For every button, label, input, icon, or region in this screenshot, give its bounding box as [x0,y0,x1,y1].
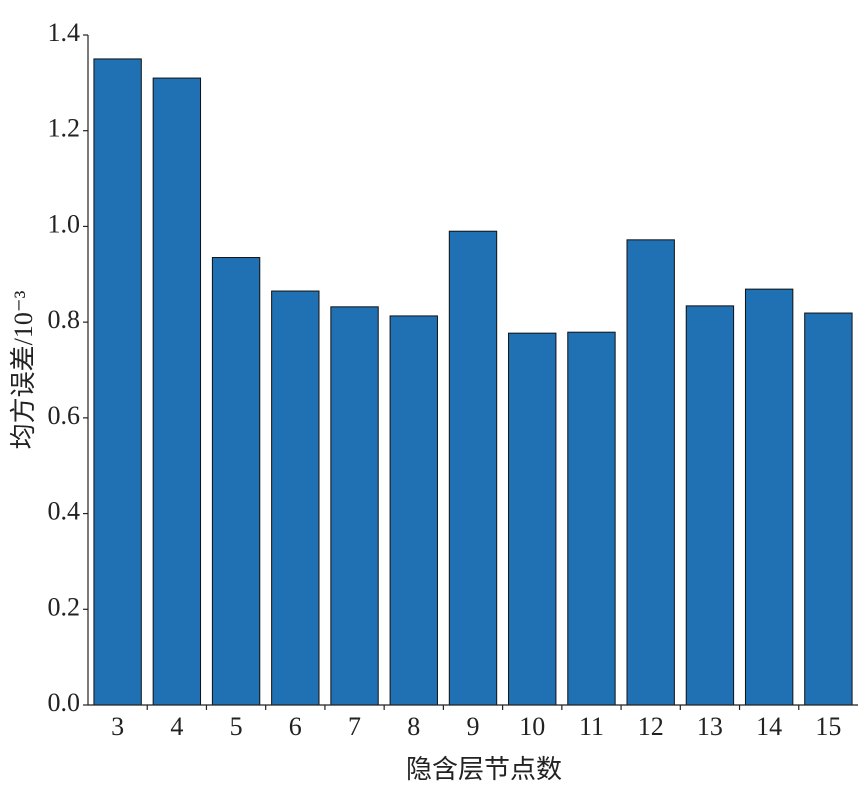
y-tick-label: 0.2 [48,592,81,621]
x-tick-label: 8 [407,712,420,741]
bar [685,305,735,706]
bar [744,288,794,706]
y-tick-label: 0.6 [48,401,81,430]
x-tick-label: 15 [815,712,841,741]
y-tick-label: 1.4 [48,18,81,47]
bar [152,77,202,706]
x-axis-label: 隐含层节点数 [406,755,562,784]
x-tick-label: 11 [579,712,604,741]
bar [508,332,557,706]
bar [448,230,498,706]
x-tick-label: 10 [519,712,545,741]
y-axis-label: 均方误差/10⁻³ [9,290,38,449]
x-tick-label: 14 [756,712,782,741]
x-tick-label: 5 [230,712,243,741]
x-tick-label: 4 [170,712,183,741]
bar [330,306,379,706]
y-tick-label: 0.4 [48,497,81,526]
x-tick-label: 13 [697,712,723,741]
bar [626,239,675,706]
x-tick-label: 12 [638,712,664,741]
bar [93,58,142,706]
bar [271,290,320,706]
y-tick-label: 1.2 [48,114,81,143]
y-tick-label: 0.8 [48,305,81,334]
y-tick-label: 0.0 [48,688,81,717]
x-tick-label: 7 [348,712,361,741]
x-tick-label: 9 [467,712,480,741]
x-tick-label: 6 [289,712,302,741]
bar [389,315,438,706]
y-tick-label: 1.0 [48,209,81,238]
bar [567,331,616,706]
x-tick-label: 3 [111,712,124,741]
bar [211,257,261,706]
bar [804,312,853,706]
